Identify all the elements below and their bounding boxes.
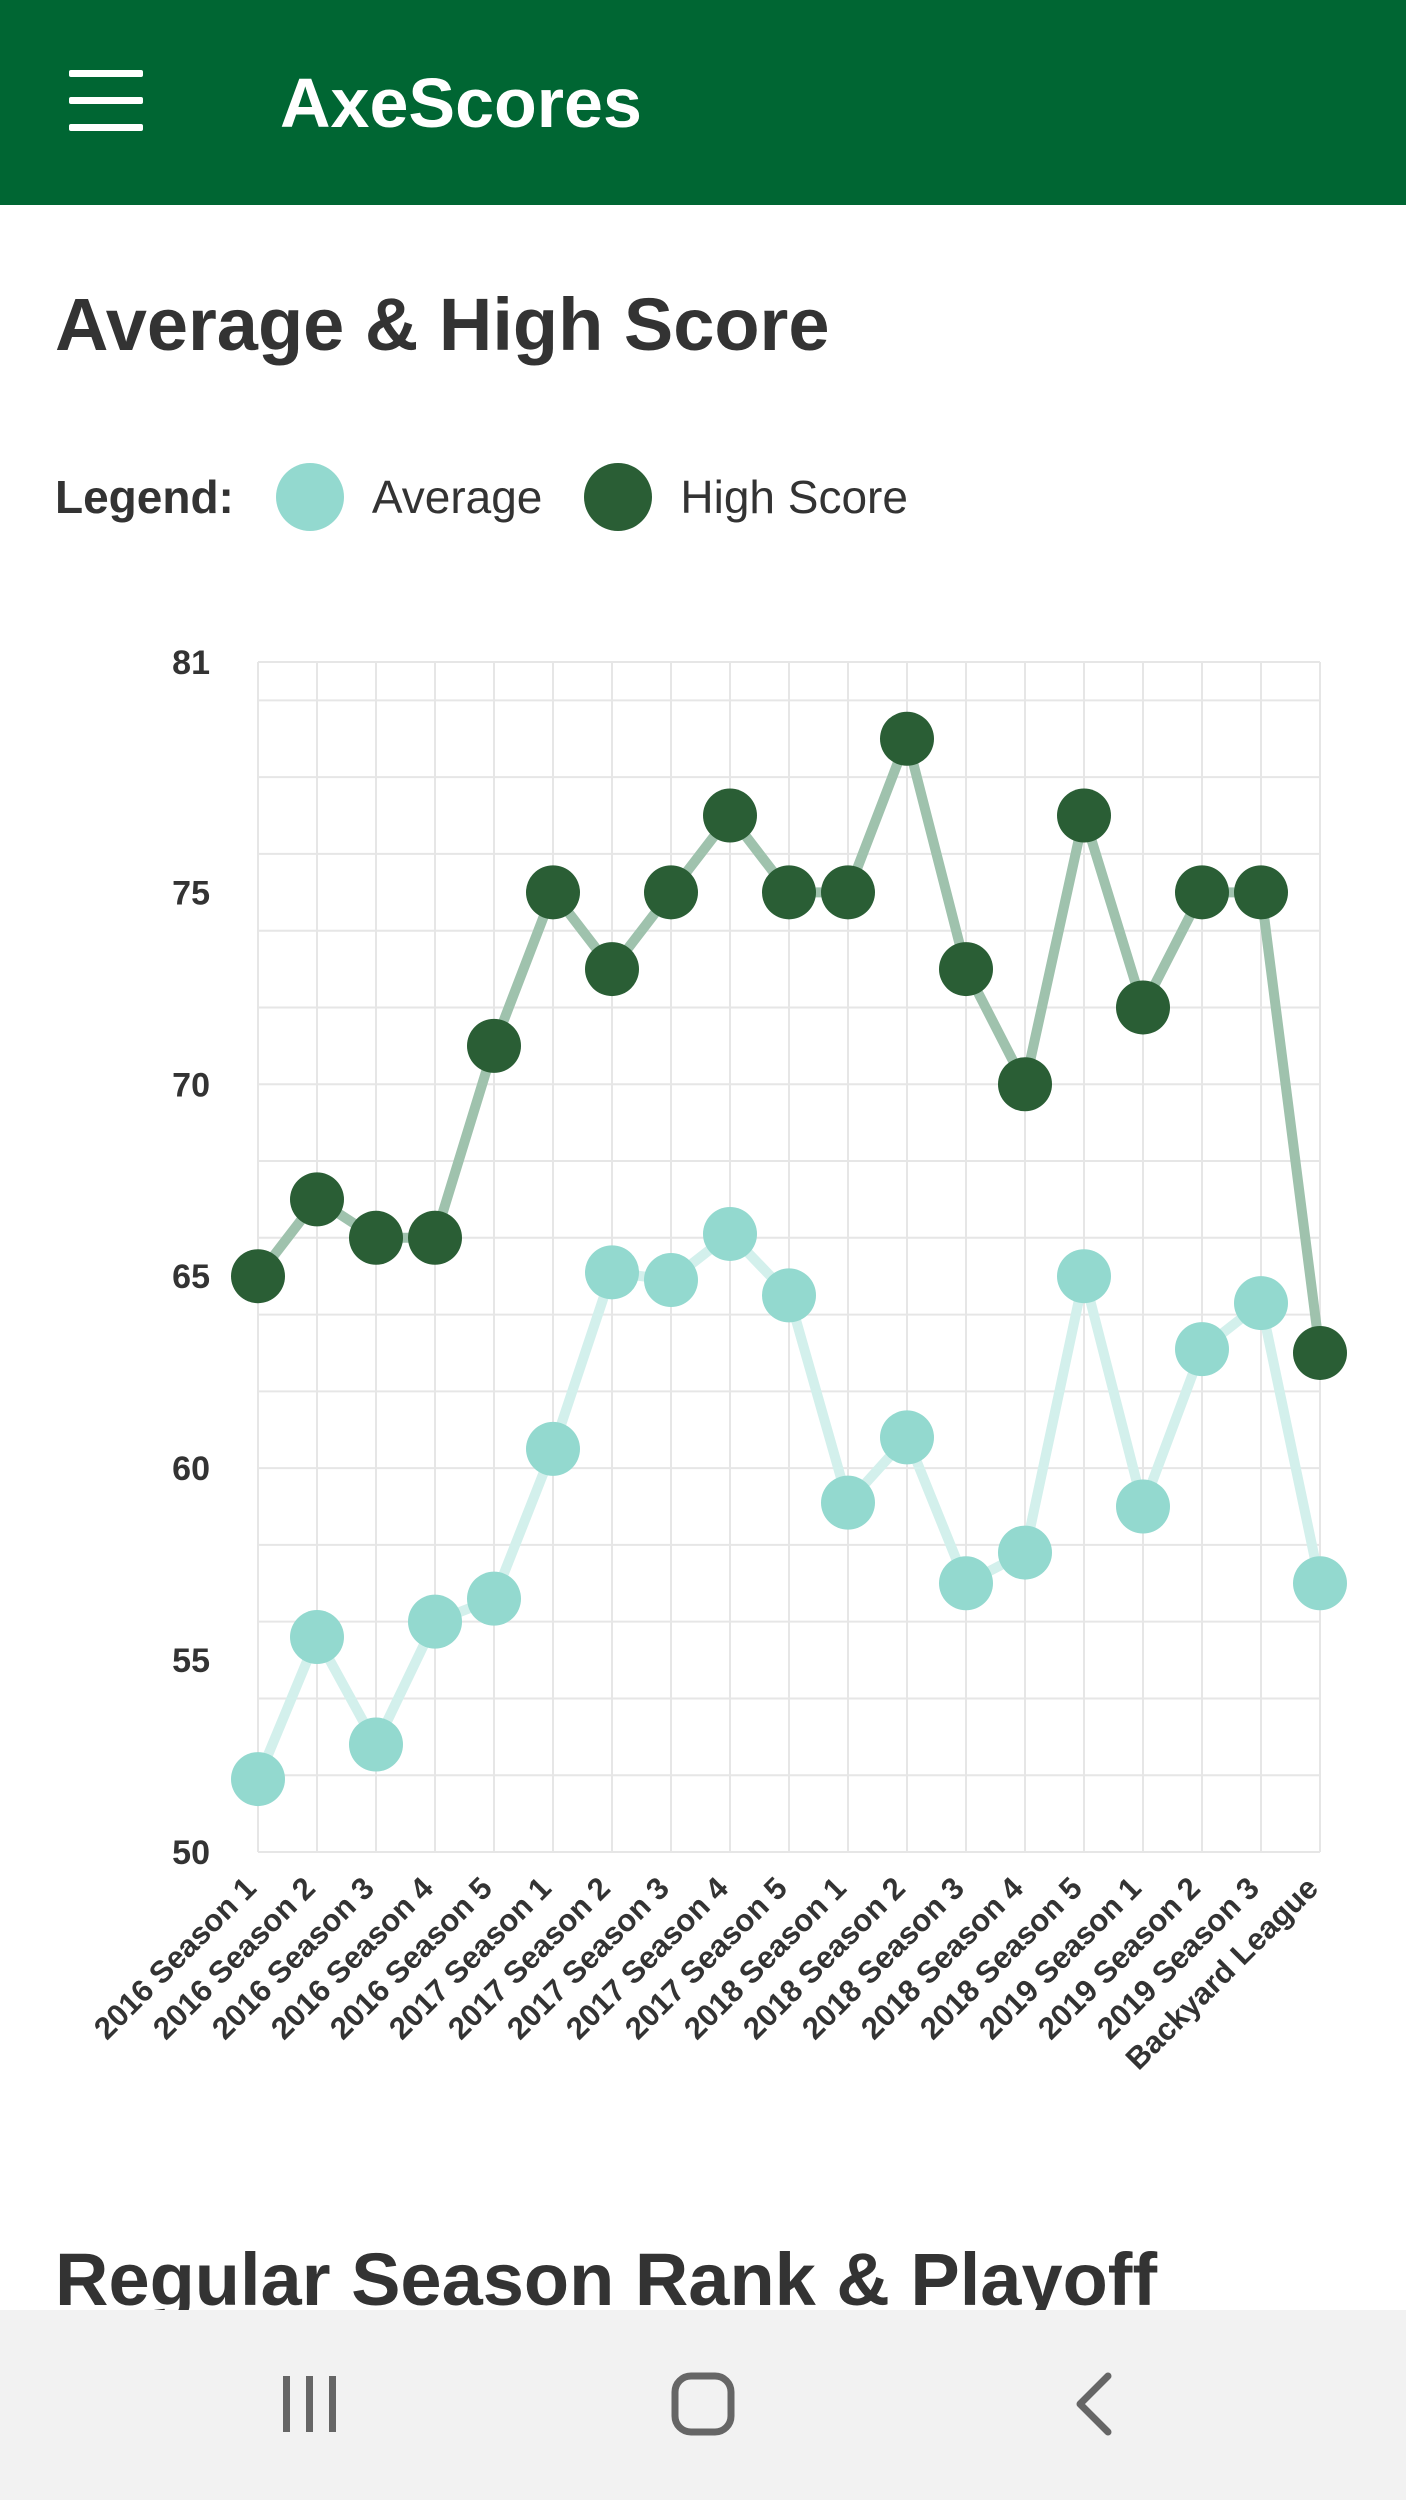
data-point-average	[526, 1421, 580, 1476]
legend-label: Legend:	[55, 471, 234, 523]
data-point-average	[408, 1594, 462, 1649]
legend-swatch-average	[275, 463, 344, 531]
data-point-average	[644, 1253, 698, 1308]
data-point-high-score	[880, 711, 934, 766]
data-point-average	[349, 1717, 403, 1772]
y-tick-label: 55	[172, 1642, 210, 1680]
data-point-high-score	[526, 865, 580, 920]
data-point-high-score	[1293, 1325, 1347, 1380]
menu-icon[interactable]	[52, 52, 162, 152]
data-point-average	[703, 1206, 757, 1261]
data-point-average	[998, 1525, 1052, 1580]
system-nav-bar	[0, 2310, 1406, 2500]
data-point-high-score	[290, 1172, 344, 1227]
legend-item-average: Average	[275, 463, 543, 531]
data-point-average	[1116, 1479, 1170, 1534]
data-point-high-score	[1116, 980, 1170, 1035]
data-point-high-score	[349, 1210, 403, 1265]
y-tick-label: 60	[172, 1450, 210, 1488]
home-icon[interactable]	[603, 2340, 803, 2470]
data-point-high-score	[1234, 865, 1288, 920]
data-point-average	[290, 1610, 344, 1665]
legend-item-high-score: High Score	[584, 463, 908, 531]
y-tick-label: 70	[172, 1066, 210, 1104]
data-point-high-score	[1175, 865, 1229, 920]
app-bar: AxeScores	[0, 0, 1406, 205]
y-tick-label: 65	[172, 1258, 210, 1296]
data-point-average	[1175, 1322, 1229, 1377]
y-tick-label: 75	[172, 874, 210, 912]
app-title: AxeScores	[280, 64, 642, 142]
section-title-rank-playoff: Regular Season Rank & Playoff	[55, 2238, 1158, 2321]
data-point-high-score	[703, 788, 757, 843]
data-point-average	[939, 1556, 993, 1611]
data-point-high-score	[231, 1249, 285, 1304]
data-point-high-score	[644, 865, 698, 920]
data-point-average	[880, 1410, 934, 1465]
legend-text-high-score: High Score	[680, 471, 908, 523]
data-point-high-score	[762, 865, 816, 920]
legend-text-average: Average	[371, 471, 543, 523]
data-point-high-score	[1057, 788, 1111, 843]
chart-legend: Legend: Average High Score	[55, 462, 950, 532]
data-point-high-score	[821, 865, 875, 920]
recents-icon[interactable]	[210, 2340, 410, 2470]
data-point-average	[762, 1268, 816, 1323]
data-point-average	[467, 1571, 521, 1626]
data-point-average	[821, 1475, 875, 1530]
data-point-average	[1293, 1556, 1347, 1611]
legend-swatch-high-score	[584, 463, 653, 531]
y-tick-label: 50	[172, 1834, 210, 1872]
data-point-average	[585, 1245, 639, 1300]
section-title-average-high-score: Average & High Score	[55, 283, 830, 366]
data-point-average	[231, 1752, 285, 1807]
data-point-high-score	[467, 1018, 521, 1073]
data-point-high-score	[939, 942, 993, 997]
data-point-high-score	[998, 1057, 1052, 1112]
data-point-average	[1057, 1249, 1111, 1304]
data-point-average	[1234, 1276, 1288, 1331]
back-icon[interactable]	[996, 2340, 1196, 2470]
y-tick-label: 81	[172, 644, 210, 682]
data-point-high-score	[585, 942, 639, 997]
data-point-high-score	[408, 1210, 462, 1265]
